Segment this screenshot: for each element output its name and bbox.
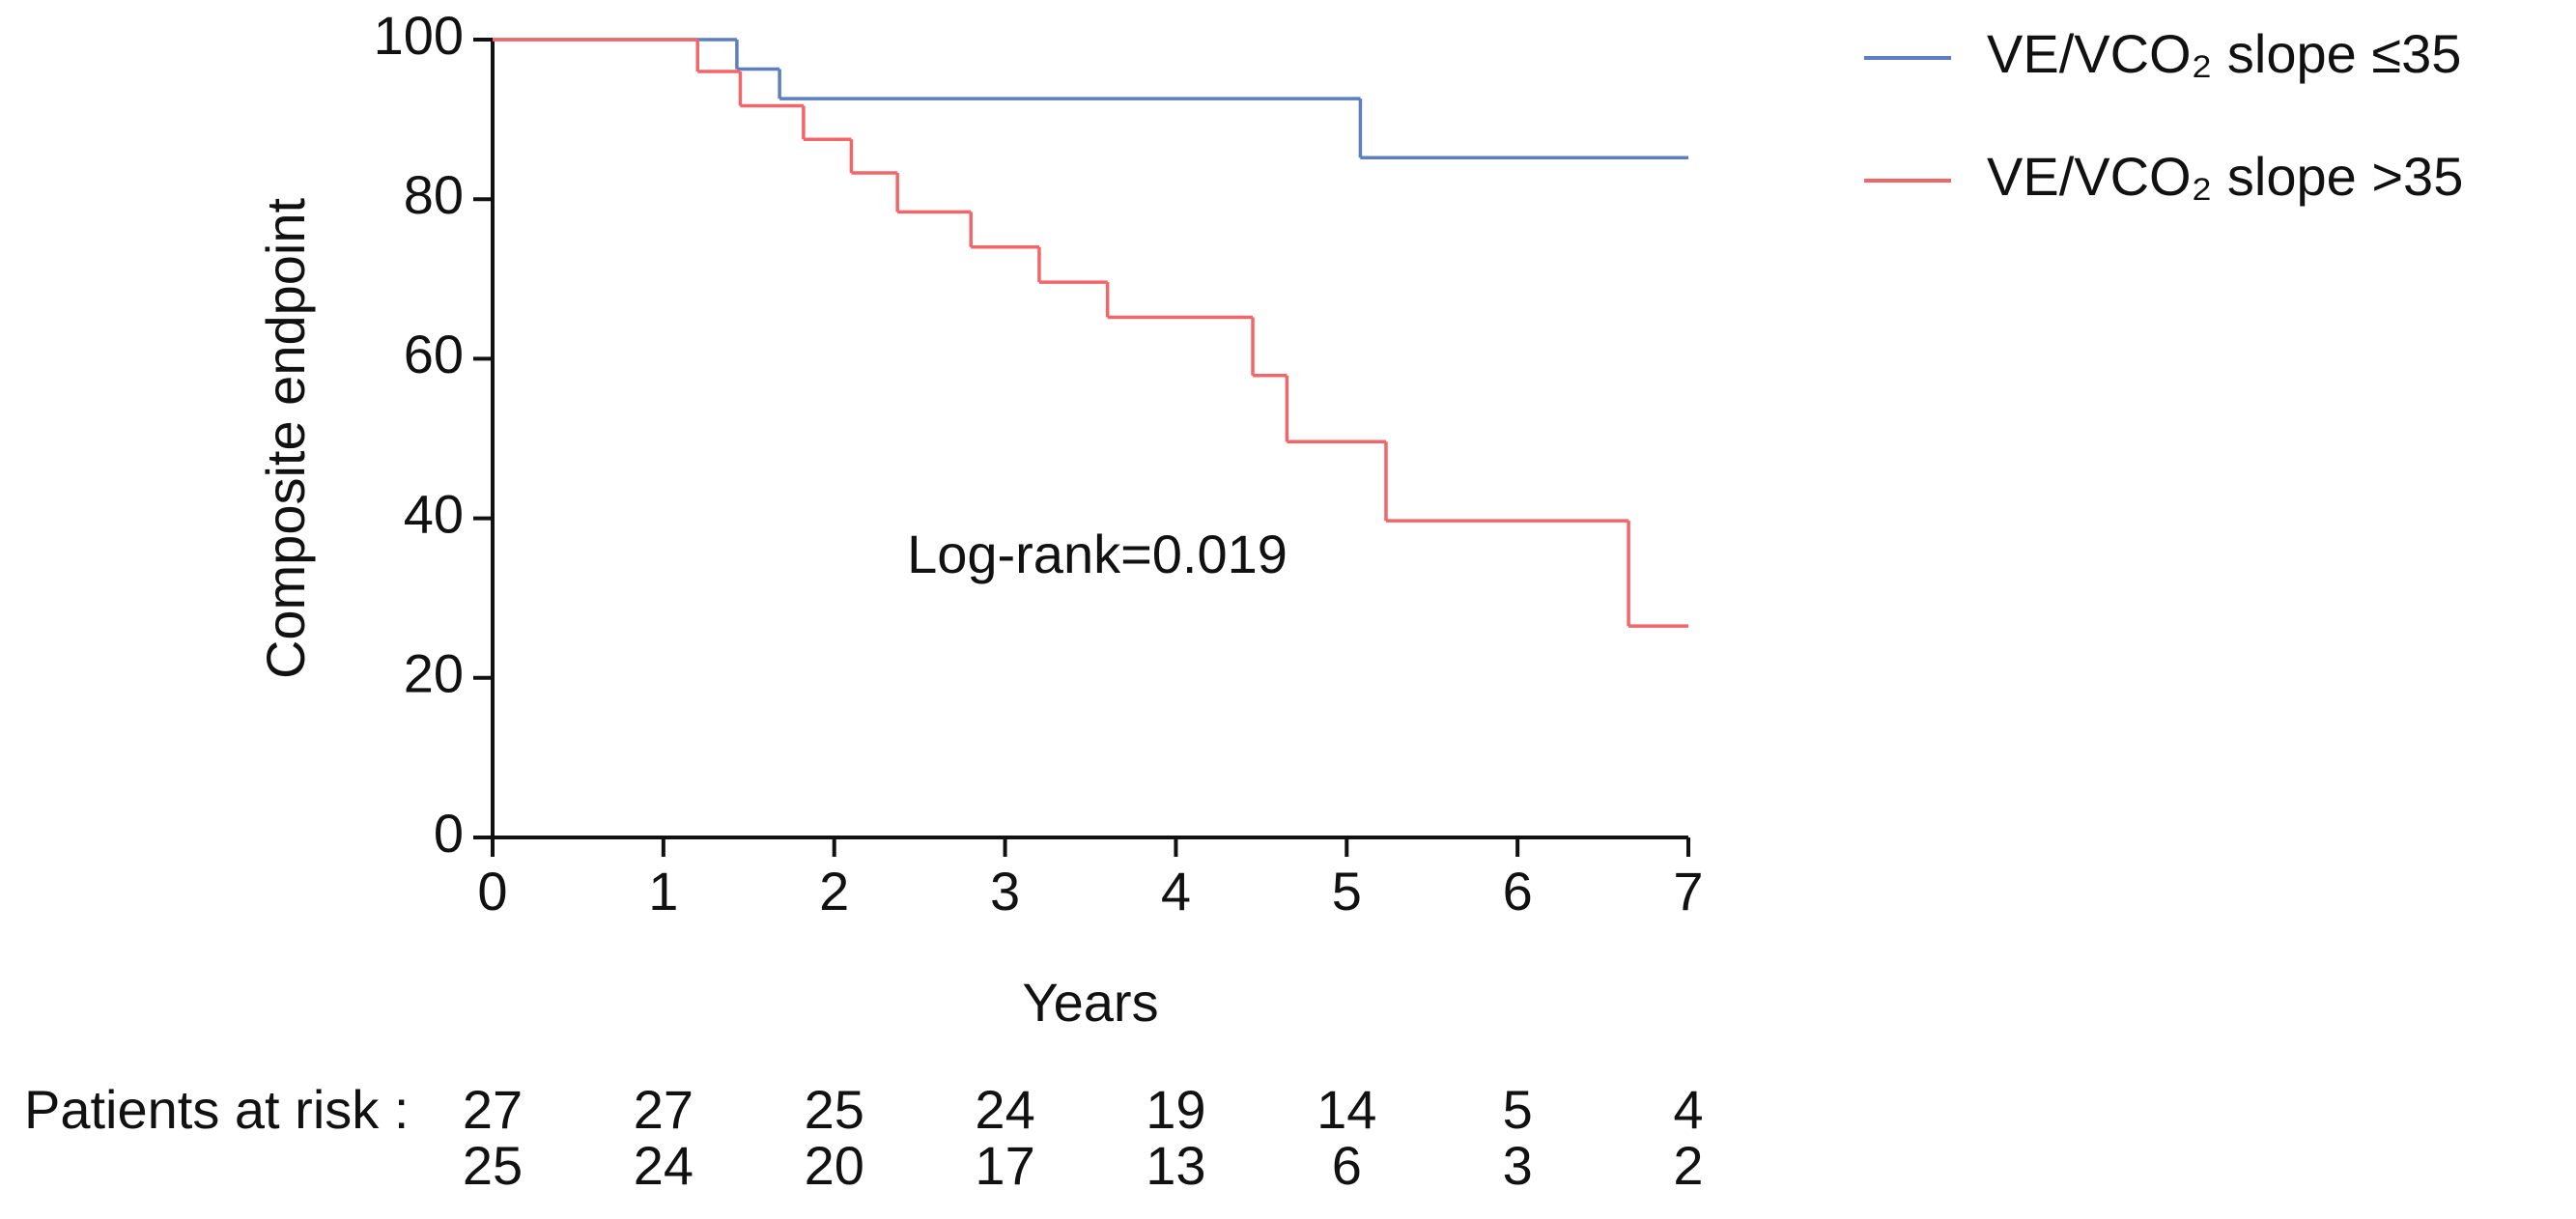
risk-count: 14 xyxy=(1316,1079,1376,1140)
x-axis-label: Years xyxy=(1022,972,1158,1033)
risk-count: 2 xyxy=(1673,1135,1703,1196)
risk-label: Patients at risk : xyxy=(24,1079,409,1140)
risk-count: 4 xyxy=(1673,1079,1703,1140)
risk-count: 19 xyxy=(1146,1079,1205,1140)
x-tick-label: 7 xyxy=(1673,861,1703,921)
risk-count: 20 xyxy=(805,1135,864,1196)
risk-count: 5 xyxy=(1503,1079,1533,1140)
x-tick-label: 1 xyxy=(648,861,678,921)
risk-count: 24 xyxy=(975,1079,1034,1140)
y-tick-label: 100 xyxy=(374,5,464,66)
risk-count: 13 xyxy=(1146,1135,1205,1196)
x-tick-label: 0 xyxy=(477,861,507,921)
legend-label: VE/VCO₂ slope ≤35 xyxy=(1987,23,2461,84)
risk-count: 17 xyxy=(975,1135,1034,1196)
risk-count: 25 xyxy=(805,1079,864,1140)
y-axis-label: Composite endpoint xyxy=(255,198,316,680)
y-tick-label: 80 xyxy=(404,164,464,225)
x-tick-label: 2 xyxy=(819,861,849,921)
x-tick-label: 6 xyxy=(1503,861,1533,921)
x-tick-label: 4 xyxy=(1161,861,1191,921)
risk-count: 3 xyxy=(1503,1135,1533,1196)
annotation: Log-rank=0.019 xyxy=(907,524,1288,584)
y-tick-label: 20 xyxy=(404,643,464,704)
risk-count: 6 xyxy=(1332,1135,1362,1196)
x-tick-label: 3 xyxy=(990,861,1020,921)
y-tick-label: 60 xyxy=(404,324,464,384)
legend-label: VE/VCO₂ slope >35 xyxy=(1987,146,2463,207)
risk-count: 27 xyxy=(463,1079,523,1140)
risk-count: 24 xyxy=(634,1135,694,1196)
y-tick-label: 40 xyxy=(404,483,464,544)
risk-count: 25 xyxy=(463,1135,523,1196)
risk-count: 27 xyxy=(634,1079,694,1140)
y-tick-label: 0 xyxy=(434,803,464,864)
x-tick-label: 5 xyxy=(1332,861,1362,921)
